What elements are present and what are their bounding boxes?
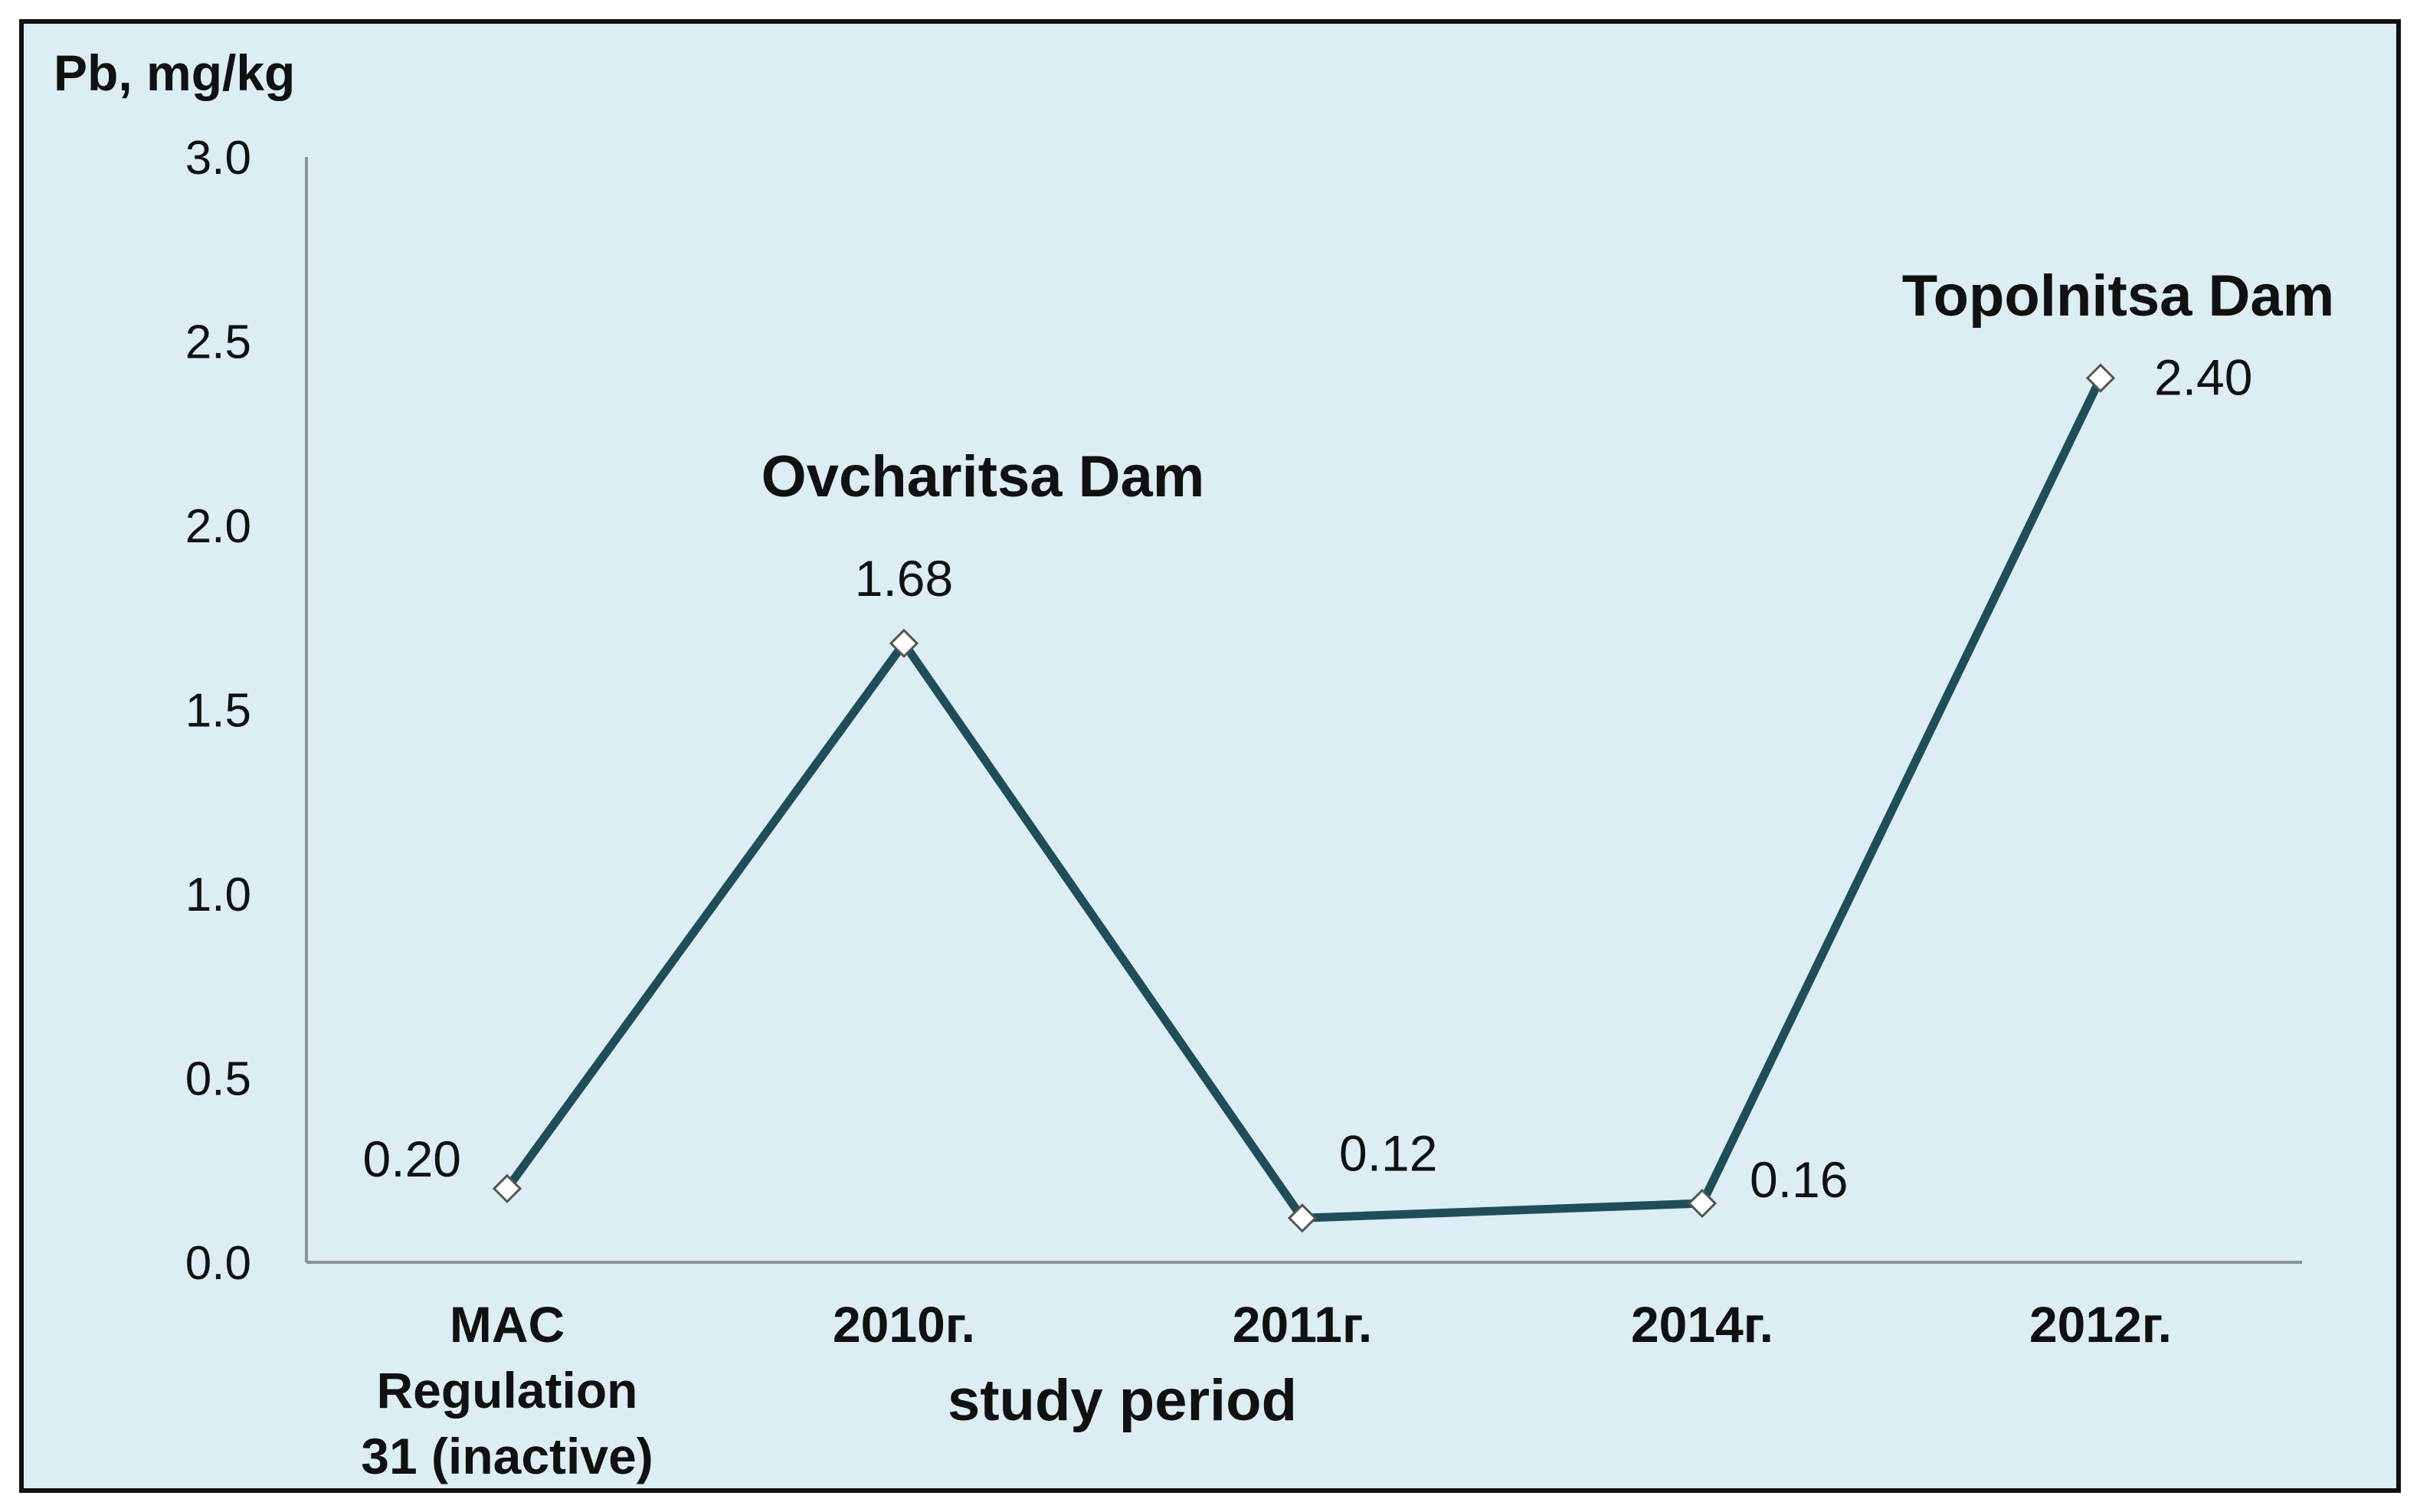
y-ticks: 0.0 0.5 1.0 1.5 2.0 2.5 3.0	[185, 132, 251, 1290]
x-tick-label: MAC Regulation 31 (inactive)	[361, 1296, 653, 1484]
data-point-marker	[1287, 1203, 1318, 1233]
data-labels: 0.20 1.68 0.12 0.16 2.40	[363, 349, 2253, 1208]
data-label: 0.12	[1339, 1124, 1437, 1181]
y-tick-label: 2.0	[185, 500, 251, 553]
y-axis-title: Pb, mg/kg	[54, 44, 295, 101]
y-tick-label: 2.5	[185, 316, 251, 369]
data-label: 2.40	[2154, 349, 2252, 406]
y-tick-label: 1.0	[185, 869, 251, 921]
markers	[492, 363, 2116, 1233]
x-tick-label: 2014г.	[1631, 1296, 1773, 1353]
data-label: 1.68	[855, 550, 953, 607]
annotation-ovcharitsa-dam: Ovcharitsa Dam	[761, 444, 1205, 509]
x-tick-label: 2010г.	[833, 1296, 975, 1353]
y-tick-label: 0.5	[185, 1053, 251, 1106]
chart-frame	[19, 19, 2401, 1493]
data-label: 0.16	[1750, 1151, 1848, 1208]
x-tick-label: 2011г.	[1233, 1296, 1372, 1353]
data-point-marker	[2085, 363, 2116, 393]
data-point-marker	[1687, 1188, 1718, 1219]
data-point-marker	[889, 628, 919, 659]
x-axis-title: study period	[948, 1368, 1297, 1433]
y-tick-label: 0.0	[185, 1237, 251, 1290]
y-tick-label: 3.0	[185, 132, 251, 185]
data-point-marker	[492, 1173, 522, 1203]
x-tick-label: 2012г.	[2029, 1296, 2172, 1353]
annotation-topolnitsa-dam: Topolnitsa Dam	[1902, 263, 2334, 329]
y-tick-label: 1.5	[185, 685, 251, 738]
data-label: 0.20	[363, 1131, 461, 1187]
x-ticks: MAC Regulation 31 (inactive) 2010г. 2011г. 20…	[361, 1296, 2172, 1484]
